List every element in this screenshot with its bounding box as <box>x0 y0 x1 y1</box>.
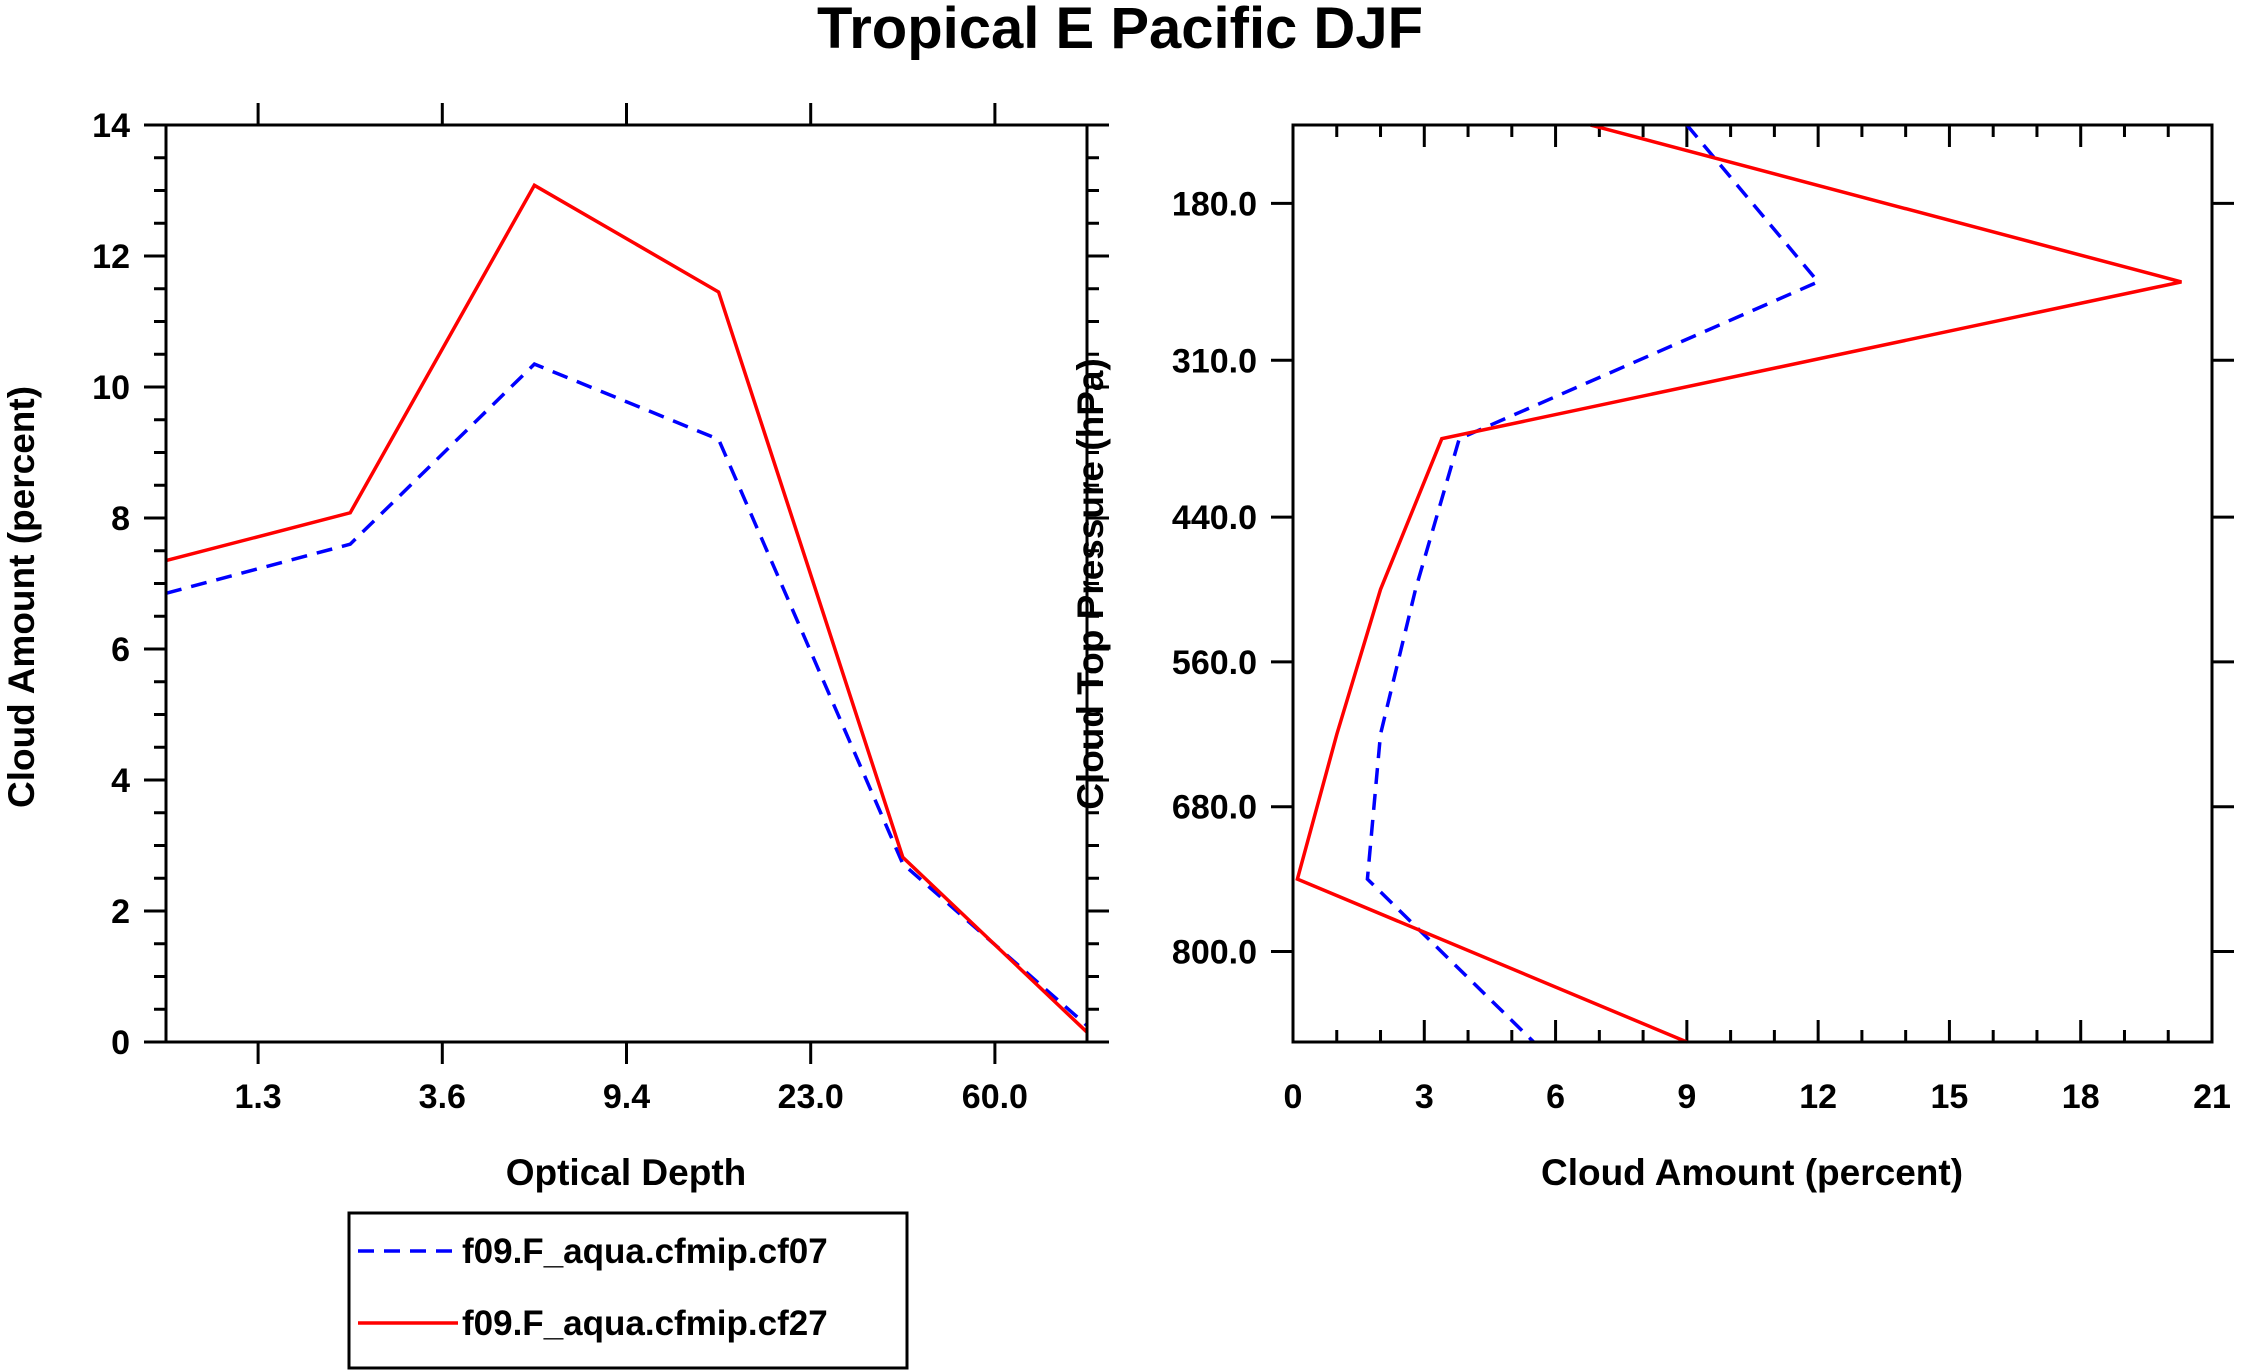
left-x-tick-label: 1.3 <box>234 1078 281 1116</box>
left-y-tick-label: 14 <box>92 107 130 145</box>
right-plot-frame <box>1291 123 2214 1044</box>
left-y-tick-label: 6 <box>111 631 130 669</box>
optical-depth-panel: 0 2 4 6 8 10 12 14 1.3 3.6 9.4 23.0 60.0 Optical Dep… <box>1 103 1109 1193</box>
left-y-tick-label: 0 <box>111 1024 130 1062</box>
left-y-axis-label: Cloud Amount (percent) <box>1 386 42 808</box>
right-y-tick-label: 680.0 <box>1172 789 1257 827</box>
left-y-tick-label: 10 <box>92 369 130 407</box>
left-panel-ticks <box>144 103 1109 1064</box>
left-y-tick-label: 4 <box>111 762 130 800</box>
right-x-tick-label: 15 <box>1931 1078 1969 1116</box>
right-x-axis-label: Cloud Amount (percent) <box>1541 1152 1963 1193</box>
left-x-tick-label: 3.6 <box>419 1078 466 1116</box>
right-x-tick-label: 3 <box>1415 1078 1434 1116</box>
pressure-panel: 0 3 6 9 12 15 18 21 180.0 310.0 440.0 560.0 680.0 800… <box>1070 123 2234 1193</box>
left-y-tick-label: 12 <box>92 238 130 276</box>
left-x-axis-label: Optical Depth <box>506 1152 747 1193</box>
right-x-tick-label: 18 <box>2062 1078 2100 1116</box>
legend-box <box>347 1211 909 1370</box>
left-panel-tick-labels: 0 2 4 6 8 10 12 14 1.3 3.6 9.4 23.0 60.0 <box>92 107 1028 1116</box>
left-panel-series <box>165 182 1089 1034</box>
right-y-axis-label: Cloud Top Pressure (hPa) <box>1070 358 1111 810</box>
right-series-cf27 <box>1295 123 2182 1044</box>
right-y-tick-label: 440.0 <box>1172 499 1257 537</box>
legend: f09.F_aqua.cfmip.cf07 f09.F_aqua.cfmip.c… <box>347 1211 909 1370</box>
right-y-tick-label: 310.0 <box>1172 342 1257 380</box>
left-series-cf07 <box>165 362 1089 1027</box>
right-series-cf07 <box>1365 123 1821 1044</box>
chart-title: Tropical E Pacific DJF <box>817 0 1423 61</box>
left-y-tick-label: 8 <box>111 500 130 538</box>
legend-label-cf07: f09.F_aqua.cfmip.cf07 <box>462 1232 828 1271</box>
left-plot-frame <box>164 123 1089 1044</box>
right-x-tick-label: 12 <box>1799 1078 1837 1116</box>
right-panel-tick-labels: 0 3 6 9 12 15 18 21 180.0 310.0 440.0 560.0 680.0 800… <box>1172 185 2231 1116</box>
left-x-tick-label: 23.0 <box>778 1078 844 1116</box>
right-panel-series <box>1295 123 2182 1044</box>
right-x-tick-label: 0 <box>1284 1078 1303 1116</box>
legend-label-cf27: f09.F_aqua.cfmip.cf27 <box>462 1304 828 1343</box>
right-x-tick-label: 6 <box>1546 1078 1565 1116</box>
left-y-tick-label: 2 <box>111 893 130 931</box>
left-x-tick-label: 60.0 <box>962 1078 1028 1116</box>
right-panel-ticks <box>1271 125 2234 1042</box>
right-y-tick-label: 800.0 <box>1172 934 1257 972</box>
left-x-tick-label: 9.4 <box>603 1078 650 1116</box>
left-series-cf27 <box>165 182 1089 1034</box>
right-x-tick-label: 21 <box>2193 1078 2231 1116</box>
right-x-tick-label: 9 <box>1677 1078 1696 1116</box>
right-y-tick-label: 560.0 <box>1172 644 1257 682</box>
right-y-tick-label: 180.0 <box>1172 185 1257 223</box>
